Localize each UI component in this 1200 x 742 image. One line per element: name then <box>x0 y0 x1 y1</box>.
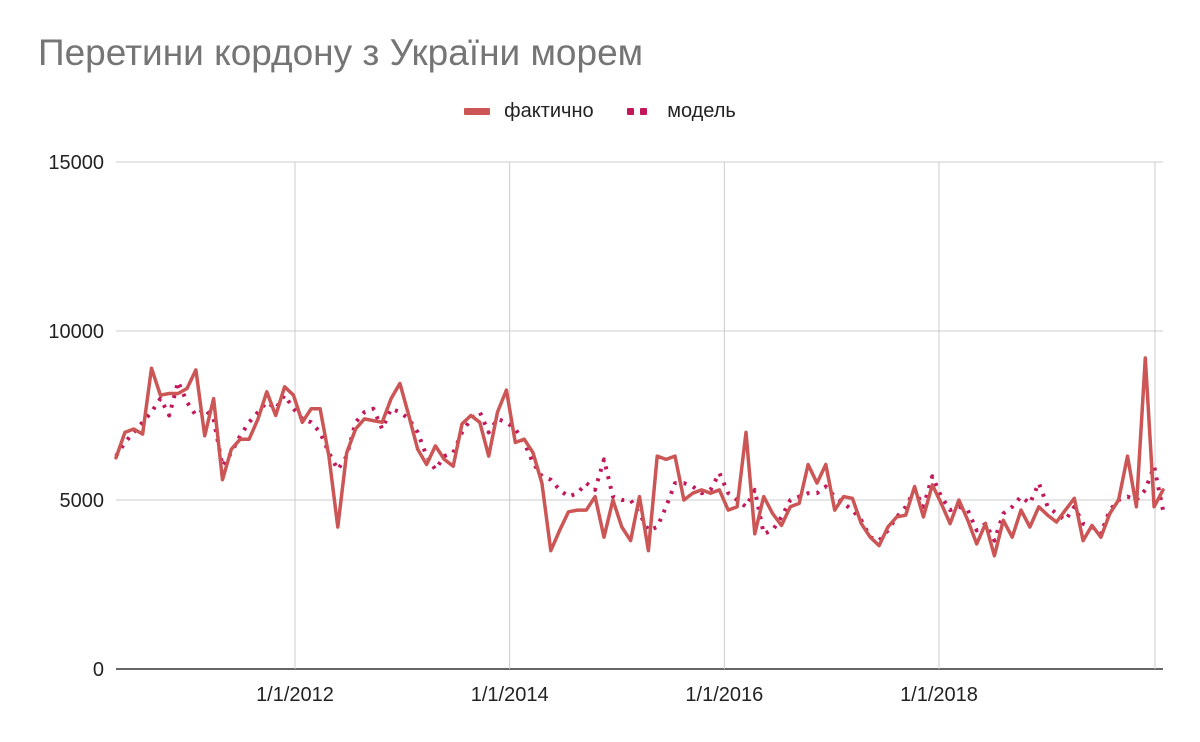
legend-item-model[interactable]: модель <box>627 100 736 123</box>
legend-label-actual: фактично <box>504 100 594 122</box>
x-axis-tick-labels: 1/1/2012 1/1/2014 1/1/2016 1/1/2018 <box>256 684 978 706</box>
x-tick-label-2014: 1/1/2014 <box>471 684 549 706</box>
x-tick-label-2012: 1/1/2012 <box>256 684 334 706</box>
chart-title: Перетини кордону з України морем <box>38 32 644 73</box>
series-line-actual[interactable] <box>114 356 1165 558</box>
legend-swatch-dotted-icon <box>627 108 653 115</box>
y-axis-tick-labels: 0 5000 10000 15000 <box>48 152 104 681</box>
x-tick-label-2018: 1/1/2018 <box>900 684 978 706</box>
y-tick-label-10000: 10000 <box>48 321 104 343</box>
y-tick-label-0: 0 <box>93 659 104 681</box>
y-tick-label-15000: 15000 <box>48 152 104 174</box>
horizontal-gridlines <box>116 161 1163 670</box>
x-tick-label-2016: 1/1/2016 <box>685 684 763 706</box>
legend: фактично модель <box>0 98 1200 123</box>
y-tick-label-5000: 5000 <box>60 490 105 512</box>
legend-swatch-solid-icon <box>464 108 491 115</box>
legend-item-actual[interactable]: фактично <box>464 100 594 123</box>
vertical-gridlines <box>294 162 1156 669</box>
legend-label-model: модель <box>667 100 736 122</box>
series-layer <box>114 356 1165 558</box>
